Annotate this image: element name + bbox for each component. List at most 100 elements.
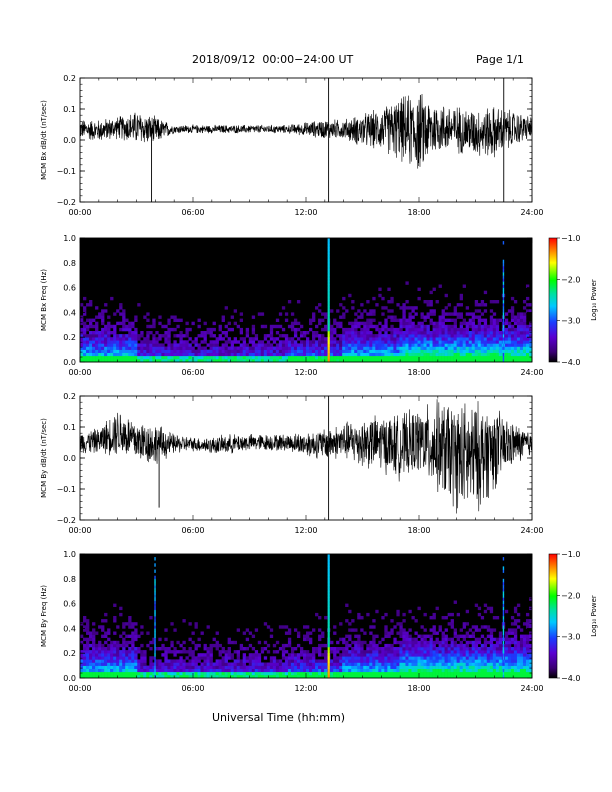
spectrogram-cell: [251, 349, 256, 353]
spectrogram-cell: [125, 674, 129, 679]
spectrogram-cell: [248, 665, 253, 669]
spectrogram-cell: [86, 631, 90, 635]
spectrogram-cell: [287, 640, 292, 645]
spectrogram-cell: [182, 340, 186, 344]
spectrogram-cell: [444, 665, 448, 669]
spectrogram-cell: [293, 665, 298, 669]
spectrogram-cell: [242, 343, 247, 347]
spectrogram-cell: [185, 331, 189, 335]
spectrogram-cell: [372, 340, 376, 344]
spectrogram-cell: [110, 355, 114, 360]
spectrogram-cell: [417, 653, 421, 657]
spectrogram-cell: [387, 352, 391, 357]
spectrogram-cell: [104, 352, 108, 357]
spectrogram-cell: [167, 321, 171, 326]
spectrogram-cell: [441, 309, 445, 313]
spectrogram-cell: [447, 337, 451, 341]
spectrogram-cell: [519, 349, 524, 353]
spectrogram-cell: [113, 662, 117, 666]
spectrogram-cell: [242, 352, 247, 357]
spectrogram-cell: [299, 343, 304, 347]
spectrogram-cell: [378, 355, 382, 360]
broadband-event: [327, 281, 330, 285]
spectrogram-cell: [462, 634, 466, 638]
spectrogram-cell: [336, 656, 340, 660]
spectrogram-cell: [173, 352, 177, 357]
spectrogram-cell: [378, 650, 382, 654]
spectrogram-cell: [408, 609, 412, 614]
spectrogram-cell: [381, 659, 385, 663]
spectrogram-cell: [113, 352, 117, 357]
spectrogram-cell: [399, 631, 403, 635]
spectrogram-cell: [486, 327, 491, 332]
spectrogram-cell: [197, 355, 201, 360]
spectrogram-cell: [137, 343, 141, 347]
spectrogram-cell: [194, 622, 198, 626]
spectrogram-cell: [221, 346, 225, 350]
y-tick-label: 1.0: [63, 550, 76, 559]
spectrogram-cell: [399, 668, 403, 673]
spectrogram-cell: [281, 349, 286, 353]
spectrogram-cell: [489, 349, 494, 353]
spectrogram-cell: [432, 309, 436, 313]
spectrogram-cell: [272, 659, 277, 663]
spectrogram-cell: [302, 653, 307, 657]
spectrogram-cell: [402, 331, 406, 335]
spectrogram-cell: [498, 665, 503, 669]
spectrogram-cell: [465, 358, 470, 363]
spectrogram-cell: [221, 647, 225, 651]
spectrogram-cell: [453, 647, 457, 651]
broadband-event: [327, 637, 330, 642]
spectrogram-cell: [257, 674, 262, 679]
spectrogram-cell: [233, 352, 237, 357]
spectrogram-cell: [188, 352, 192, 357]
spectrogram-cell: [296, 300, 301, 304]
spectrogram-cell: [363, 355, 367, 360]
spectrogram-cell: [513, 659, 518, 663]
spectrogram-cell: [86, 671, 90, 676]
spectrogram-cell: [293, 653, 298, 657]
spectrogram-cell: [83, 659, 87, 663]
spectrogram-cell: [86, 674, 90, 679]
spectrogram-cell: [387, 340, 391, 344]
spectrogram-cell: [462, 331, 466, 335]
spectrogram-cell: [450, 331, 454, 335]
spectrogram-cell: [495, 668, 500, 673]
spectrogram-cell: [173, 659, 177, 663]
spectrogram-cell: [330, 334, 334, 338]
spectrogram-cell: [456, 665, 460, 669]
spectrogram-cell: [480, 650, 485, 654]
spectrogram-cell: [420, 656, 424, 660]
spectrogram-cell: [375, 346, 379, 350]
spectrogram-cell: [122, 349, 126, 353]
spectrogram-cell: [155, 674, 159, 679]
spectrogram-cell: [107, 674, 111, 679]
spectrogram-cell: [200, 331, 204, 335]
spectrogram-cell: [429, 312, 433, 316]
spectrogram-cell: [438, 671, 442, 676]
spectrogram-cell: [387, 668, 391, 673]
spectrogram-cell: [519, 312, 524, 316]
spectrogram-cell: [390, 647, 394, 651]
spectrogram-cell: [83, 321, 87, 326]
spectrogram-cell: [408, 640, 412, 645]
broadband-event: [327, 262, 330, 267]
spectrogram-cell: [399, 622, 403, 626]
spectrogram-cell: [342, 352, 346, 357]
spectrogram-cell: [302, 625, 307, 629]
spectrogram-cell: [224, 662, 228, 666]
spectrogram-cell: [275, 662, 280, 666]
spectrogram-cell: [513, 671, 518, 676]
spectrogram-cell: [224, 343, 228, 347]
spectrogram-cell: [348, 643, 352, 648]
spectrogram-cell: [525, 340, 530, 344]
spectrogram-cell: [318, 309, 322, 313]
spectrogram-cell: [396, 662, 400, 666]
spectrogram-cell: [203, 355, 207, 360]
spectrogram-cell: [393, 671, 397, 676]
broadband-event: [327, 275, 330, 279]
spectrogram-cell: [321, 346, 325, 350]
spectrogram-cell: [369, 343, 373, 347]
spectrogram-cell: [236, 650, 240, 654]
spectrogram-cell: [435, 637, 439, 642]
